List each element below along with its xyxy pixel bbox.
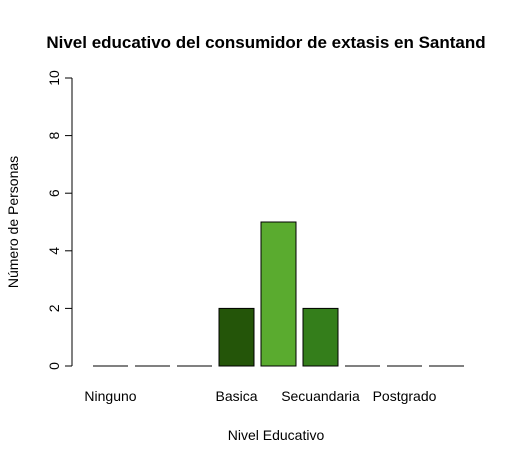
bar: [260, 221, 297, 367]
bar: [218, 307, 255, 367]
x-tick-label: Ninguno: [84, 388, 136, 404]
y-tick-label: 6: [46, 189, 62, 197]
x-tick-label: Secuandaria: [281, 388, 360, 404]
bar: [302, 307, 339, 367]
y-axis: 0 2 4 6 8 10: [46, 70, 73, 370]
bars: [93, 221, 464, 367]
y-tick-label: 10: [46, 70, 62, 86]
y-tick-label: 0: [46, 362, 62, 370]
x-tick-label: Basica: [215, 388, 257, 404]
y-tick-label: 2: [46, 304, 62, 312]
x-axis-label: Nivel Educativo: [228, 427, 325, 443]
y-tick-label: 4: [46, 247, 62, 255]
x-tick-label: Postgrado: [373, 388, 437, 404]
x-tick-labels: Ninguno Basica Secuandaria Postgrado: [84, 388, 436, 404]
chart-title: Nivel educativo del consumidor de extasi…: [46, 33, 485, 52]
y-tick-label: 8: [46, 131, 62, 139]
y-axis-label: Número de Personas: [5, 156, 21, 288]
